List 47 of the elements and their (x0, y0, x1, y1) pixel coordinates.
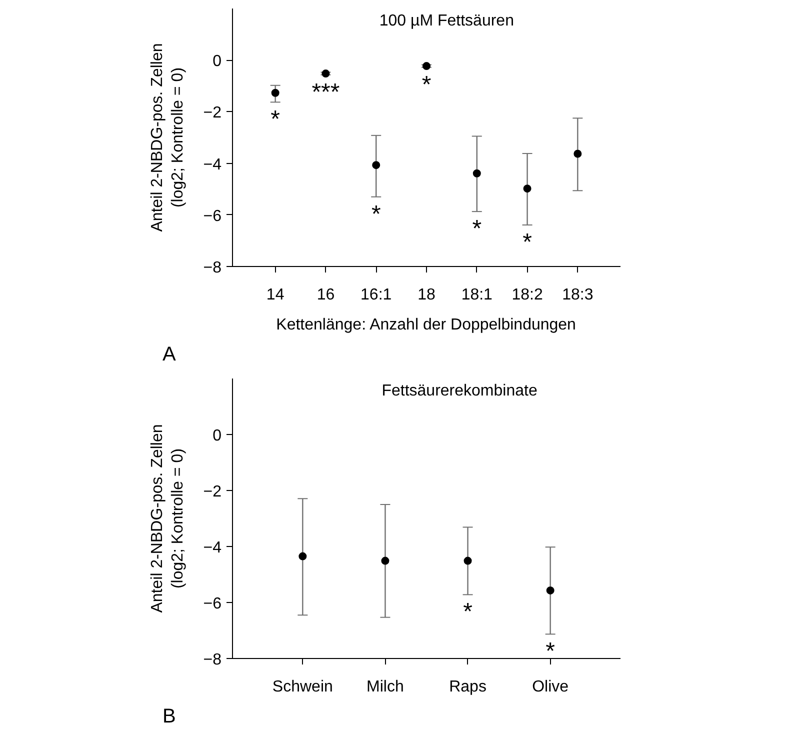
point (574, 150, 582, 158)
y-tick-label: −6 (203, 596, 222, 612)
annotation: *** (312, 78, 340, 106)
point (422, 62, 430, 70)
annotation: * (270, 106, 280, 134)
x-tick-label: Raps (449, 678, 486, 696)
annotation: * (472, 216, 482, 243)
chart-title: Fettsäurerekombinate (382, 382, 538, 400)
annotation: * (371, 200, 381, 228)
point (546, 586, 554, 594)
point (381, 556, 390, 565)
point (372, 161, 380, 170)
y-tick-label: −8 (203, 260, 222, 276)
y-tick-label: −2 (203, 484, 222, 500)
y-tick-label: −2 (203, 104, 222, 122)
point (298, 552, 307, 560)
y-axis-title: Anteil 2-NBDG-pos. Zellen (log2; Kontrolle = 0) (148, 424, 186, 613)
x-tick-label: 18:3 (562, 286, 594, 304)
x-tick-label: 18:2 (512, 286, 543, 304)
x-tick-label: 14 (266, 286, 284, 304)
annotation: * (463, 598, 472, 626)
point (472, 169, 481, 178)
y-tick-label: −4 (203, 540, 222, 556)
x-axis-title: Kettenlänge: Anzahl der Doppelbindungen (276, 316, 576, 334)
y-tick-label: 0 (212, 428, 222, 444)
x-tick-label: 16:1 (360, 286, 392, 304)
x-tick-label: 18:1 (461, 286, 493, 304)
point (523, 184, 532, 193)
x-tick-label: Schwein (272, 678, 333, 696)
text: B (162, 706, 176, 728)
y-tick-label: 0 (212, 53, 222, 70)
point (271, 88, 280, 97)
chart-title: 100 µM Fettsäuren (379, 12, 514, 30)
x-tick-label: 16 (316, 286, 335, 304)
point (322, 70, 330, 78)
x-tick-label: 18 (418, 286, 436, 304)
x-tick-label: Olive (532, 678, 569, 696)
y-tick-label: −8 (203, 652, 222, 668)
x-tick-label: Milch (366, 678, 404, 696)
y-axis-title: Anteil 2-NBDG-pos. Zellen (log2; Kontrolle = 0) (148, 43, 186, 232)
annotation: * (546, 638, 556, 666)
annotation: * (522, 228, 532, 256)
y-tick-label: −4 (203, 156, 222, 174)
point (464, 556, 472, 565)
text: A (162, 344, 176, 366)
annotation: * (422, 71, 432, 98)
y-tick-label: −6 (203, 208, 222, 225)
